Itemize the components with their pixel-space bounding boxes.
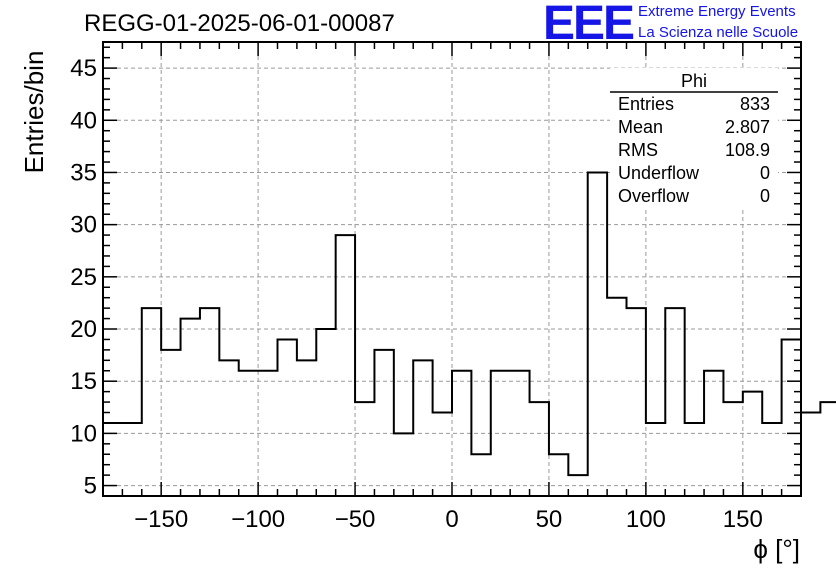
histogram-bin [646, 423, 665, 496]
stats-label-rms: RMS [618, 140, 658, 160]
stats-label-underflow: Underflow [618, 163, 700, 183]
histogram-bin [762, 423, 781, 496]
histogram-bin [413, 360, 432, 496]
stats-value-underflow: 0 [760, 163, 770, 183]
histogram-bin [471, 454, 490, 496]
histogram-bin [122, 423, 141, 496]
histogram-bin [549, 454, 568, 496]
y-tick-label: 10 [70, 420, 97, 447]
histogram-bin [181, 319, 200, 496]
y-tick-label: 15 [70, 368, 97, 395]
x-tick-label: 50 [536, 506, 563, 533]
histogram-bin [723, 402, 742, 496]
stats-value-mean: 2.807 [725, 117, 770, 137]
axis-tick-labels: −150 −100 −50 0 50 100 150 5 10 15 20 25 30 35 40 45 [70, 55, 763, 533]
y-tick-label: 40 [70, 107, 97, 134]
stats-box: Phi Entries 833 Mean 2.807 RMS 108.9 Und… [610, 68, 778, 209]
histogram-bin [316, 329, 335, 496]
y-tick-label: 5 [84, 473, 97, 500]
stats-label-mean: Mean [618, 117, 663, 137]
histogram-bin [336, 235, 355, 496]
y-axis-title: Entries/bin [19, 51, 49, 174]
histogram-bin [394, 433, 413, 496]
logo-line-1: Extreme Energy Events [638, 3, 796, 20]
stats-label-overflow: Overflow [618, 186, 690, 206]
run-title: REGG-01-2025-06-01-00087 [84, 10, 395, 37]
x-tick-label: −50 [335, 506, 376, 533]
x-axis-title: ϕ [°] [753, 534, 800, 564]
histogram-bin [665, 308, 684, 496]
y-tick-label: 25 [70, 264, 97, 291]
histogram-bin [743, 392, 762, 496]
stats-value-overflow: 0 [760, 186, 770, 206]
histogram-bin [278, 339, 297, 496]
x-tick-label: −150 [134, 506, 188, 533]
x-tick-label: 0 [445, 506, 458, 533]
axis-ticks [102, 42, 802, 497]
histogram-step-line [103, 171, 836, 477]
histogram-bin [530, 402, 549, 496]
histogram-bin [685, 423, 704, 496]
stats-value-entries: 833 [740, 94, 770, 114]
histogram-bin [433, 413, 452, 496]
histogram-bin [374, 350, 393, 496]
histogram-bin [607, 298, 626, 496]
histogram-bin [588, 172, 607, 496]
histogram-bin [355, 402, 374, 496]
histogram-bin [161, 350, 180, 496]
histogram-bin [239, 371, 258, 496]
stats-value-rms: 108.9 [725, 140, 770, 160]
histogram-bin [801, 413, 820, 496]
y-tick-label: 20 [70, 316, 97, 343]
x-tick-label: 150 [723, 506, 763, 533]
stats-label-entries: Entries [618, 94, 674, 114]
histogram-bin [782, 339, 801, 496]
y-tick-label: 30 [70, 212, 97, 239]
histogram-bin [297, 360, 316, 496]
histogram-bin [200, 308, 219, 496]
y-tick-label: 45 [70, 55, 97, 82]
x-tick-label: 100 [626, 506, 666, 533]
histogram-bin [820, 402, 836, 496]
y-tick-label: 35 [70, 159, 97, 186]
histogram-bin [491, 371, 510, 496]
histogram-bars [103, 171, 836, 496]
x-tick-label: −100 [231, 506, 285, 533]
histogram-bin [568, 475, 587, 496]
histogram-bin [219, 360, 238, 496]
histogram-bin [627, 308, 646, 496]
stats-title: Phi [681, 71, 707, 91]
histogram-bin [142, 308, 161, 496]
logo-line-2: La Scienza nelle Scuole [638, 24, 799, 41]
